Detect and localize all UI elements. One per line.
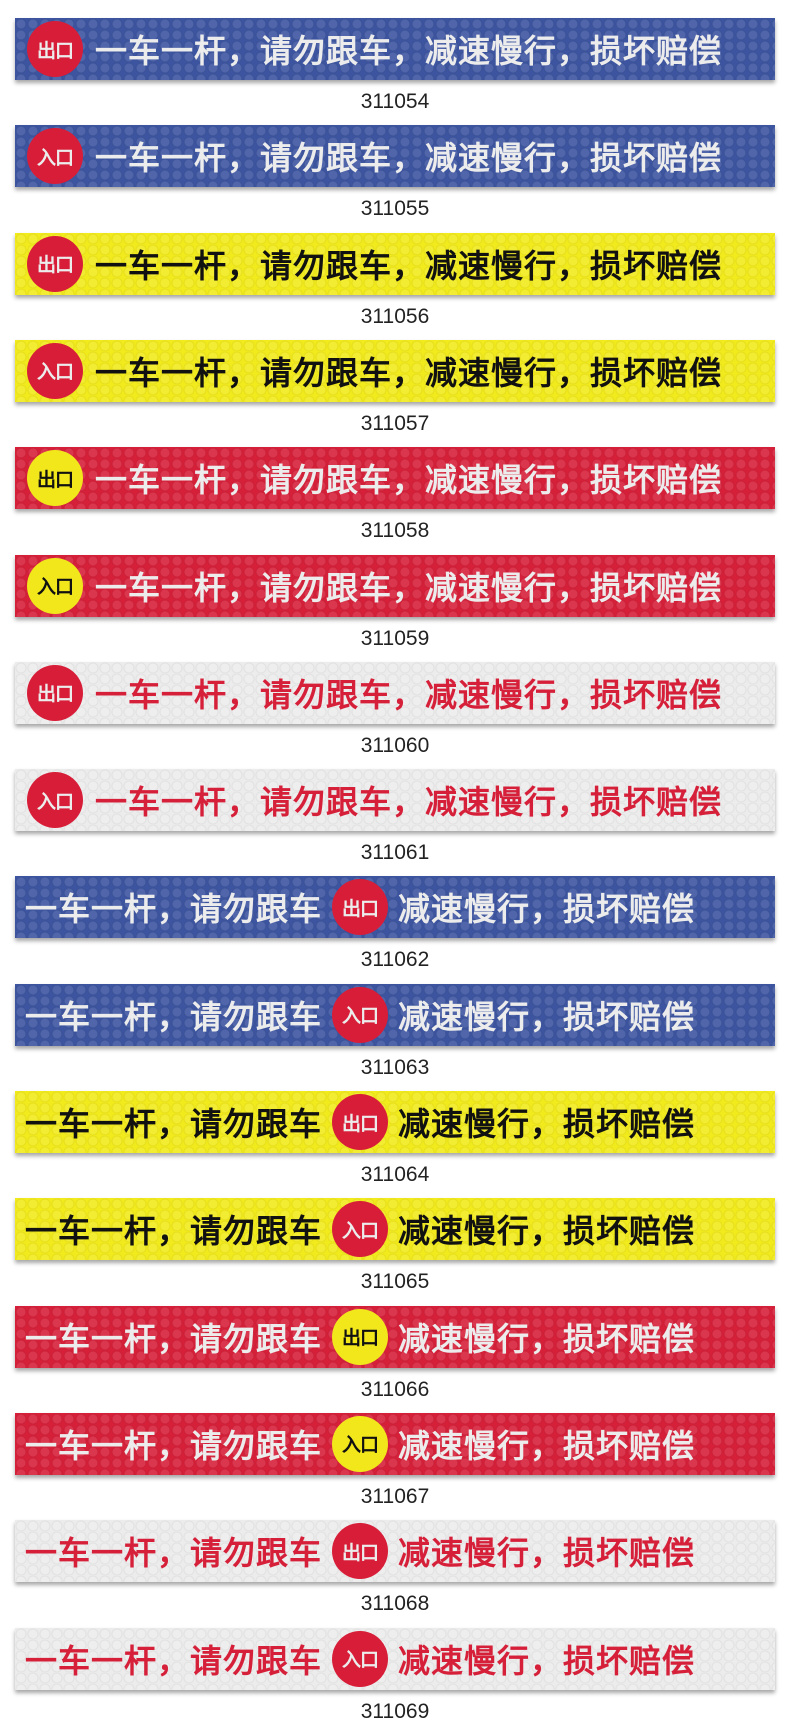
- product-code: 311063: [360, 1055, 430, 1079]
- banner-item: 入口 一车一杆，请勿跟车，减速慢行，损坏赔偿 311055: [0, 125, 790, 232]
- banner-item: 一车一杆，请勿跟车 出口 减速慢行，损坏赔偿 311066: [0, 1305, 790, 1413]
- banner-item: 出口 一车一杆，请勿跟车，减速慢行，损坏赔偿 311058: [0, 447, 790, 554]
- banner-item: 出口 一车一杆，请勿跟车，减速慢行，损坏赔偿 311056: [0, 232, 790, 340]
- product-code: 311064: [360, 1163, 430, 1186]
- banner-text-part2: 减速慢行，损坏赔偿: [398, 1105, 696, 1143]
- parking-banner-311061: 入口 一车一杆，请勿跟车，减速慢行，损坏赔偿: [15, 769, 775, 832]
- banner-item: 一车一杆，请勿跟车 入口 减速慢行，损坏赔偿 311063: [0, 983, 790, 1091]
- parking-banner-311064: 一车一杆，请勿跟车 出口 减速慢行，损坏赔偿: [15, 1091, 775, 1153]
- parking-banner-311060: 出口 一车一杆，请勿跟车，减速慢行，损坏赔偿: [15, 661, 775, 724]
- entry-badge: 入口: [27, 772, 83, 829]
- parking-banner-311058: 出口 一车一杆，请勿跟车，减速慢行，损坏赔偿: [15, 447, 775, 510]
- banner-item: 一车一杆，请勿跟车 入口 减速慢行，损坏赔偿 311069: [0, 1627, 790, 1735]
- product-code: 311062: [360, 948, 430, 972]
- product-code: 311060: [360, 733, 430, 757]
- parking-banner-311067: 一车一杆，请勿跟车 入口 减速慢行，损坏赔偿: [15, 1412, 775, 1475]
- product-code: 311067: [360, 1484, 430, 1508]
- product-code: 311055: [360, 197, 430, 221]
- parking-banner-311066: 一车一杆，请勿跟车 出口 减速慢行，损坏赔偿: [15, 1305, 775, 1368]
- parking-banner-311069: 一车一杆，请勿跟车 入口 减速慢行，损坏赔偿: [15, 1627, 775, 1690]
- entry-badge: 入口: [332, 986, 389, 1043]
- banner-text: 一车一杆，请勿跟车，减速慢行，损坏赔偿: [95, 353, 723, 392]
- exit-badge: 出口: [27, 664, 83, 721]
- product-code: 311068: [360, 1592, 430, 1616]
- banner-text-part1: 一车一杆，请勿跟车: [25, 1534, 323, 1573]
- banner-item: 入口 一车一杆，请勿跟车，减速慢行，损坏赔偿 311057: [0, 339, 790, 447]
- parking-banner-311055: 入口 一车一杆，请勿跟车，减速慢行，损坏赔偿: [15, 125, 775, 188]
- banner-item: 入口 一车一杆，请勿跟车，减速慢行，损坏赔偿 311059: [0, 554, 790, 662]
- banner-text-part1: 一车一杆，请勿跟车: [25, 1426, 323, 1465]
- entry-badge: 入口: [27, 342, 83, 399]
- banner-item: 一车一杆，请勿跟车 出口 减速慢行，损坏赔偿 311068: [0, 1520, 790, 1627]
- parking-banner-311059: 入口 一车一杆，请勿跟车，减速慢行，损坏赔偿: [15, 554, 775, 617]
- entry-badge: 入口: [332, 1415, 389, 1472]
- banner-text-part2: 减速慢行，损坏赔偿: [398, 997, 696, 1036]
- exit-badge: 出口: [332, 1523, 389, 1580]
- parking-banner-311065: 一车一杆，请勿跟车 入口 减速慢行，损坏赔偿: [15, 1198, 775, 1261]
- banner-item: 一车一杆，请勿跟车 入口 减速慢行，损坏赔偿 311065: [0, 1198, 790, 1305]
- product-code: 311057: [360, 411, 430, 435]
- entry-badge: 入口: [332, 1630, 389, 1687]
- parking-banner-311068: 一车一杆，请勿跟车 出口 减速慢行，损坏赔偿: [15, 1520, 775, 1583]
- banner-text-part1: 一车一杆，请勿跟车: [25, 1212, 323, 1251]
- banner-text: 一车一杆，请勿跟车，减速慢行，损坏赔偿: [95, 461, 723, 500]
- banner-text: 一车一杆，请勿跟车，减速慢行，损坏赔偿: [95, 246, 723, 285]
- parking-banner-311054: 出口 一车一杆，请勿跟车，减速慢行，损坏赔偿: [15, 18, 775, 80]
- exit-badge: 出口: [27, 450, 83, 507]
- banner-item: 一车一杆，请勿跟车 出口 减速慢行，损坏赔偿 311064: [0, 1091, 790, 1198]
- banner-text-part1: 一车一杆，请勿跟车: [25, 890, 323, 929]
- product-code: 311058: [360, 519, 430, 543]
- banner-item: 入口 一车一杆，请勿跟车，减速慢行，损坏赔偿 311061: [0, 769, 790, 876]
- parking-banner-311062: 一车一杆，请勿跟车 出口 减速慢行，损坏赔偿: [15, 876, 775, 939]
- exit-badge: 出口: [332, 1094, 389, 1150]
- banner-item: 一车一杆，请勿跟车 入口 减速慢行，损坏赔偿 311067: [0, 1412, 790, 1520]
- entry-badge: 入口: [332, 1201, 389, 1258]
- product-code: 311056: [360, 304, 430, 328]
- banner-text: 一车一杆，请勿跟车，减速慢行，损坏赔偿: [95, 675, 723, 714]
- banner-text-part2: 减速慢行，损坏赔偿: [398, 1212, 696, 1251]
- product-code: 311061: [360, 841, 430, 865]
- entry-badge: 入口: [27, 557, 83, 614]
- parking-banner-311063: 一车一杆，请勿跟车 入口 减速慢行，损坏赔偿: [15, 983, 775, 1046]
- banner-item: 一车一杆，请勿跟车 出口 减速慢行，损坏赔偿 311062: [0, 876, 790, 983]
- banner-item: 出口 一车一杆，请勿跟车，减速慢行，损坏赔偿 311054: [0, 18, 790, 125]
- banner-text-part1: 一车一杆，请勿跟车: [25, 1641, 323, 1680]
- product-code: 311069: [360, 1699, 430, 1723]
- banner-text-part1: 一车一杆，请勿跟车: [25, 1105, 323, 1143]
- exit-badge: 出口: [27, 21, 83, 77]
- banner-text-part2: 减速慢行，损坏赔偿: [398, 1426, 696, 1465]
- exit-badge: 出口: [332, 1308, 389, 1365]
- banner-text-part1: 一车一杆，请勿跟车: [25, 1319, 323, 1358]
- banner-item: 出口 一车一杆，请勿跟车，减速慢行，损坏赔偿 311060: [0, 661, 790, 769]
- banner-text: 一车一杆，请勿跟车，减速慢行，损坏赔偿: [95, 139, 723, 178]
- product-code: 311066: [360, 1377, 430, 1401]
- product-code: 311065: [360, 1270, 430, 1294]
- banner-text-part1: 一车一杆，请勿跟车: [25, 997, 323, 1036]
- banner-text-part2: 减速慢行，损坏赔偿: [398, 1641, 696, 1680]
- banner-text-part2: 减速慢行，损坏赔偿: [398, 1534, 696, 1573]
- product-code: 311059: [360, 626, 430, 650]
- banner-text: 一车一杆，请勿跟车，减速慢行，损坏赔偿: [95, 783, 723, 822]
- parking-banner-311057: 入口 一车一杆，请勿跟车，减速慢行，损坏赔偿: [15, 339, 775, 402]
- exit-badge: 出口: [332, 879, 389, 936]
- parking-banner-311056: 出口 一车一杆，请勿跟车，减速慢行，损坏赔偿: [15, 232, 775, 295]
- banner-text: 一车一杆，请勿跟车，减速慢行，损坏赔偿: [95, 568, 723, 607]
- banner-text: 一车一杆，请勿跟车，减速慢行，损坏赔偿: [95, 32, 723, 70]
- exit-badge: 出口: [27, 235, 83, 292]
- banner-text-part2: 减速慢行，损坏赔偿: [398, 890, 696, 929]
- product-code: 311054: [360, 90, 430, 113]
- entry-badge: 入口: [27, 128, 83, 185]
- banner-text-part2: 减速慢行，损坏赔偿: [398, 1319, 696, 1358]
